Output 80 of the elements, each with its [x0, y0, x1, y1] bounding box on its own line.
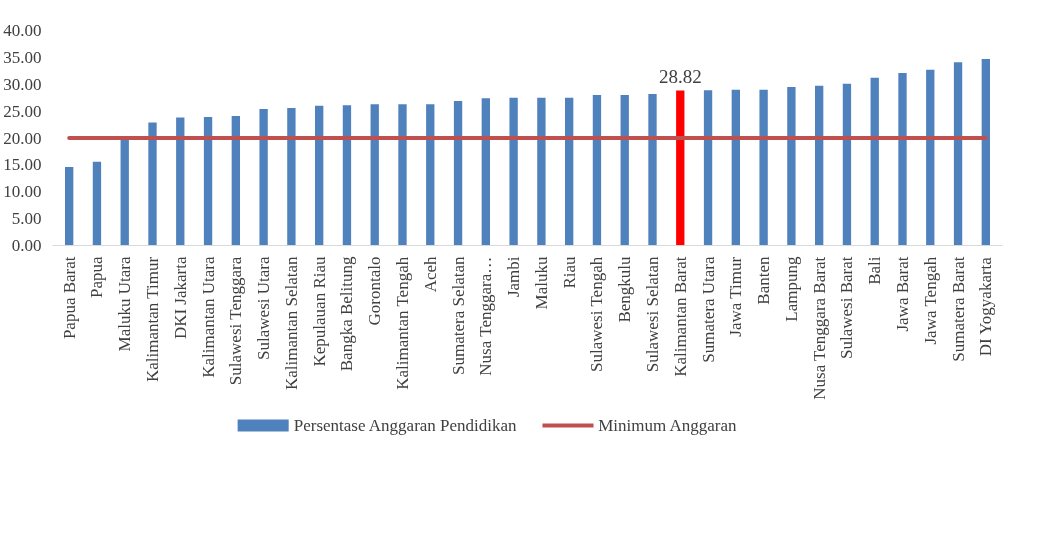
bar — [65, 167, 74, 246]
x-tick-label: Riau — [559, 256, 579, 289]
bar — [481, 98, 490, 246]
x-tick-label: Maluku — [531, 256, 551, 310]
x-tick-label: Sulawesi Utara — [254, 256, 274, 360]
x-tick-label: Jambi — [504, 256, 524, 298]
legend-label: Minimum Anggaran — [598, 416, 738, 435]
x-tick-label: Jawa Timur — [726, 256, 746, 337]
bar — [620, 95, 629, 246]
bar — [981, 58, 990, 246]
x-tick-label: Sumatera Selatan — [448, 256, 468, 375]
bar — [231, 115, 240, 246]
x-tick-label: Kalimantan Timur — [143, 256, 162, 382]
x-tick-label: DI Yogyakarta — [976, 256, 996, 357]
x-tick-label: Kalimantan Tengah — [393, 256, 412, 390]
bar — [731, 89, 740, 246]
legend-label: Persentase Anggaran Pendidikan — [293, 416, 518, 435]
x-tick-label: Sulawesi Barat — [837, 256, 857, 359]
bar — [509, 97, 518, 246]
bar — [648, 93, 657, 246]
x-tick-label: Gorontalo — [365, 256, 385, 326]
bar — [148, 122, 157, 246]
bar — [926, 69, 935, 246]
bar — [259, 108, 268, 246]
bar — [787, 86, 796, 246]
x-tick-label: Maluku Utara — [115, 256, 135, 352]
data-label: 28.82 — [658, 65, 702, 87]
bar — [759, 89, 768, 246]
bar — [537, 97, 546, 246]
bar — [898, 72, 907, 246]
x-tick-label: Sumatera Utara — [698, 256, 718, 363]
x-tick-label: Bangka Belitung — [337, 256, 357, 372]
bar — [565, 97, 574, 246]
bar — [92, 161, 102, 246]
bar — [120, 139, 129, 246]
x-tick-label: Sulawesi Tenggara — [226, 256, 246, 386]
bar — [287, 107, 296, 246]
y-tick-label: 30.00 — [3, 74, 42, 94]
x-tick-label: Lampung — [781, 256, 801, 322]
bar — [342, 105, 352, 246]
bar — [203, 117, 213, 246]
x-tick-label: Nusa Tenggara Barat — [809, 256, 829, 400]
x-tick-label: Nusa Tenggara… — [476, 256, 496, 376]
bar — [453, 100, 463, 246]
x-tick-label: Papua Barat — [59, 256, 79, 340]
bar — [370, 104, 379, 246]
bar — [842, 83, 852, 246]
x-tick-label: Jawa Barat — [893, 256, 912, 332]
x-tick-label: Banten — [754, 256, 774, 305]
x-tick-label: Jawa Tengah — [920, 256, 940, 345]
y-tick-label: 20.00 — [3, 128, 42, 148]
y-tick-label: 5.00 — [11, 209, 42, 229]
x-tick-label: Sulawesi Tengah — [587, 256, 607, 372]
bar — [592, 95, 602, 246]
y-tick-label: 25.00 — [3, 101, 42, 121]
bar — [703, 90, 713, 246]
bar — [426, 104, 435, 246]
bar — [398, 104, 407, 246]
x-tick-label: DKI Jakarta — [170, 256, 190, 340]
y-tick-label: 10.00 — [3, 182, 42, 202]
x-tick-label: Sulawesi Selatan — [643, 256, 662, 373]
bar — [315, 105, 324, 246]
y-tick-label: 0.00 — [11, 236, 42, 255]
x-tick-label: Papua — [87, 256, 107, 299]
bar — [953, 62, 963, 246]
y-tick-label: 35.00 — [3, 47, 42, 67]
y-tick-label: 40.00 — [3, 21, 42, 40]
bar — [676, 90, 685, 246]
x-tick-label: Kalimantan Barat — [670, 256, 690, 377]
x-tick-label: Bali — [865, 256, 885, 285]
x-tick-label: Kepulauan Riau — [309, 256, 329, 367]
bar — [176, 117, 185, 246]
x-tick-label: Sumatera Barat — [948, 256, 968, 362]
x-tick-label: Aceh — [420, 256, 440, 293]
bar — [815, 85, 824, 246]
x-tick-label: Kalimantan Utara — [198, 256, 218, 378]
bar — [870, 77, 879, 246]
x-tick-label: Kalimantan Selatan — [281, 256, 301, 391]
x-tick-label: Bengkulu — [615, 256, 635, 323]
y-tick-label: 15.00 — [3, 155, 42, 175]
